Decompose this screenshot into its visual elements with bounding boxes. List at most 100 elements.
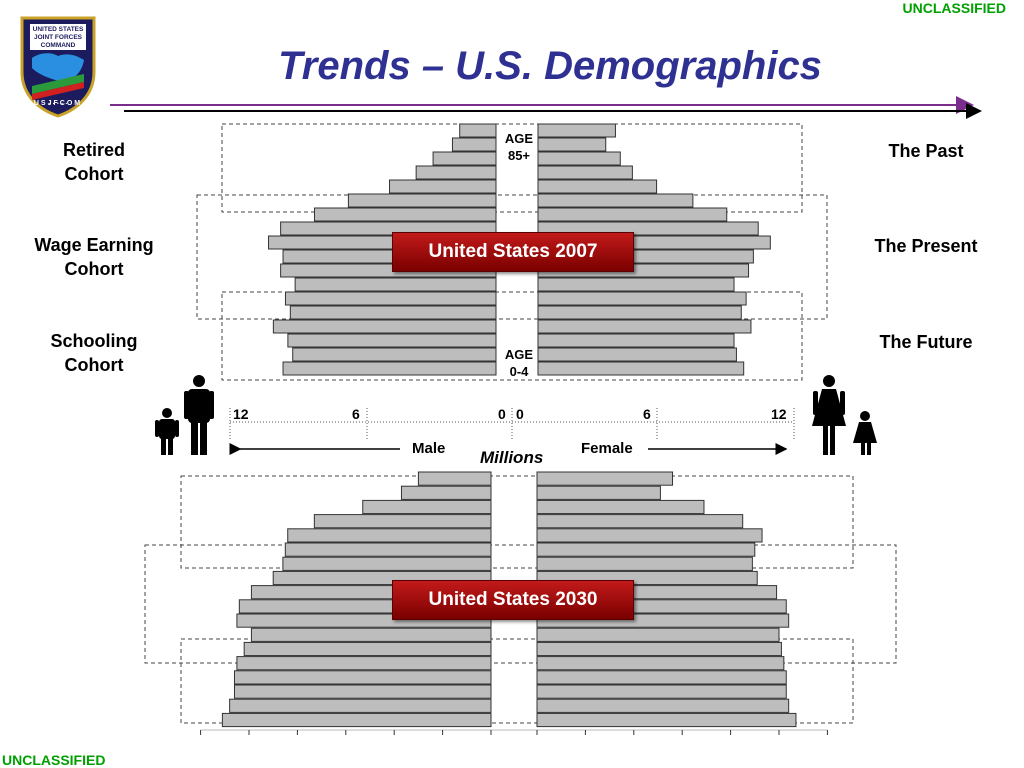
shield-emblem-icon: · · · · ·: [20, 16, 96, 118]
logo-ring-text: USJFCOM: [33, 100, 83, 107]
bar-male-2030-5-9: [229, 698, 492, 713]
bar-female-2030-30-34: [536, 627, 780, 642]
the-future-label: The Future: [879, 332, 973, 352]
age-label-bottom-line2: 0-4: [509, 364, 529, 379]
bar-male-2030-25-29: [243, 641, 492, 657]
bar-female-2007-75-79: [537, 151, 621, 166]
bar-male-2007-50-54: [280, 221, 497, 236]
bar-female-2030-20-24: [536, 656, 785, 671]
retired-cohort-box-2030: [180, 475, 854, 569]
chart-title-2007: United States 2007: [392, 232, 634, 272]
bar-female-2030-75-79: [536, 499, 705, 515]
bar-female-2030-70-74: [536, 514, 744, 529]
bar-male-2007-20-24: [289, 305, 497, 320]
schooling-cohort-label: Schooling Cohort: [14, 329, 174, 377]
bar-female-2030-25-29: [536, 641, 782, 657]
bar-male-2030-85+: [417, 471, 492, 486]
bar-male-2007-70-74: [415, 165, 497, 180]
classification-top: UNCLASSIFIED: [902, 0, 1006, 16]
logo-text-line-2: JOINT FORCES: [33, 34, 83, 41]
schooling-cohort-label-line2: Cohort: [64, 355, 124, 375]
the-past-label: The Past: [888, 141, 964, 161]
bar-female-2007-85+: [537, 123, 616, 138]
schooling-cohort-box-2030: [180, 638, 854, 724]
bar-female-2030-15-19: [536, 670, 787, 685]
svg-text:· · · · ·: · · · · ·: [48, 101, 67, 108]
the-present-label: The Present: [874, 236, 978, 256]
bar-female-2007-55-59: [537, 207, 728, 222]
bar-male-2007-60-64: [347, 193, 497, 208]
bar-male-2030-30-34: [250, 627, 492, 642]
bar-male-2030-15-19: [233, 670, 492, 685]
bar-female-2030-85+: [536, 471, 674, 486]
retired-cohort-label: Retired Cohort: [14, 138, 174, 186]
tick-label-female-6: 6: [643, 406, 651, 422]
bar-male-2030-65-69: [287, 528, 492, 543]
logo-text-line-3: COMMAND: [40, 42, 76, 49]
wage-earning-cohort-label-line1: Wage Earning: [34, 235, 154, 255]
male-axis-label: Male: [412, 440, 446, 457]
bar-male-2007-0-4: [282, 361, 497, 376]
age-label-bottom: AGE 0-4: [498, 346, 540, 380]
bar-female-2007-70-74: [537, 165, 633, 180]
bar-male-2030-10-14: [233, 684, 492, 699]
bar-female-2007-25-29: [537, 291, 747, 306]
bar-male-2030-80-84: [400, 485, 492, 500]
retired-cohort-label-line2: Cohort: [64, 164, 124, 184]
wage-earning-cohort-label: Wage Earning Cohort: [14, 233, 174, 281]
bar-female-2030-65-69: [536, 528, 763, 543]
bar-male-2030-55-59: [282, 556, 492, 571]
bar-male-2030-60-64: [284, 542, 492, 557]
bar-female-2007-10-14: [537, 333, 735, 348]
bar-female-2030-80-84: [536, 485, 661, 500]
chart-title-2030: United States 2030: [392, 580, 634, 620]
tick-label-male-12: 12: [233, 406, 249, 422]
bar-male-2030-70-74: [313, 514, 492, 529]
tick-label-female-0: 0: [516, 406, 524, 422]
bar-male-2007-30-34: [294, 277, 497, 292]
bar-female-2007-0-4: [537, 361, 745, 376]
logo-text-line-1: UNITED STATES: [32, 26, 84, 33]
bar-female-2007-60-64: [537, 193, 694, 208]
bar-male-2007-15-19: [272, 319, 497, 334]
bar-female-2007-15-19: [537, 319, 752, 334]
bar-female-2030-60-64: [536, 542, 756, 557]
bar-male-2007-25-29: [284, 291, 497, 306]
classification-bottom: UNCLASSIFIED: [2, 752, 106, 768]
bar-female-2007-30-34: [537, 277, 735, 292]
bar-male-2030-20-24: [236, 656, 492, 671]
bar-female-2007-20-24: [537, 305, 742, 320]
bar-female-2030-55-59: [536, 556, 753, 571]
bar-male-2007-85+: [459, 123, 497, 138]
age-label-top-line2: 85+: [507, 148, 531, 163]
age-label-bottom-line1: AGE: [504, 347, 534, 362]
bar-female-2030-10-14: [536, 684, 787, 699]
female-axis-label: Female: [581, 440, 633, 457]
age-label-top-line1: AGE: [504, 131, 534, 146]
bar-male-2007-75-79: [432, 151, 497, 166]
usjfcom-logo: · · · · · UNITED STATES JOINT FORCES COM…: [18, 14, 98, 118]
retired-cohort-label-line1: Retired: [62, 140, 125, 160]
bar-female-2007-5-9: [537, 347, 737, 362]
man-and-boy-icon: [155, 375, 214, 455]
units-label: Millions: [480, 448, 544, 467]
bar-male-2007-10-14: [287, 333, 497, 348]
schooling-cohort-box-2007: [221, 291, 803, 381]
bar-female-2030-0-4: [536, 712, 797, 728]
tick-label-male-0: 0: [498, 406, 506, 422]
wage-earning-cohort-label-line2: Cohort: [64, 259, 124, 279]
bar-female-2007-80-84: [537, 137, 607, 152]
bar-female-2007-50-54: [537, 221, 759, 236]
bar-female-2030-5-9: [536, 698, 790, 713]
bar-male-2007-55-59: [314, 207, 497, 222]
schooling-cohort-label-line1: Schooling: [50, 331, 138, 351]
wage-cohort-box-2007: [196, 194, 828, 320]
woman-and-girl-icon: [812, 375, 877, 455]
bar-male-2007-80-84: [451, 137, 497, 152]
bar-male-2007-65-69: [389, 179, 497, 194]
age-label-top: AGE 85+: [498, 130, 540, 164]
tick-label-male-6: 6: [352, 406, 360, 422]
tick-label-female-12: 12: [771, 406, 787, 422]
bar-male-2030-75-79: [362, 499, 492, 515]
